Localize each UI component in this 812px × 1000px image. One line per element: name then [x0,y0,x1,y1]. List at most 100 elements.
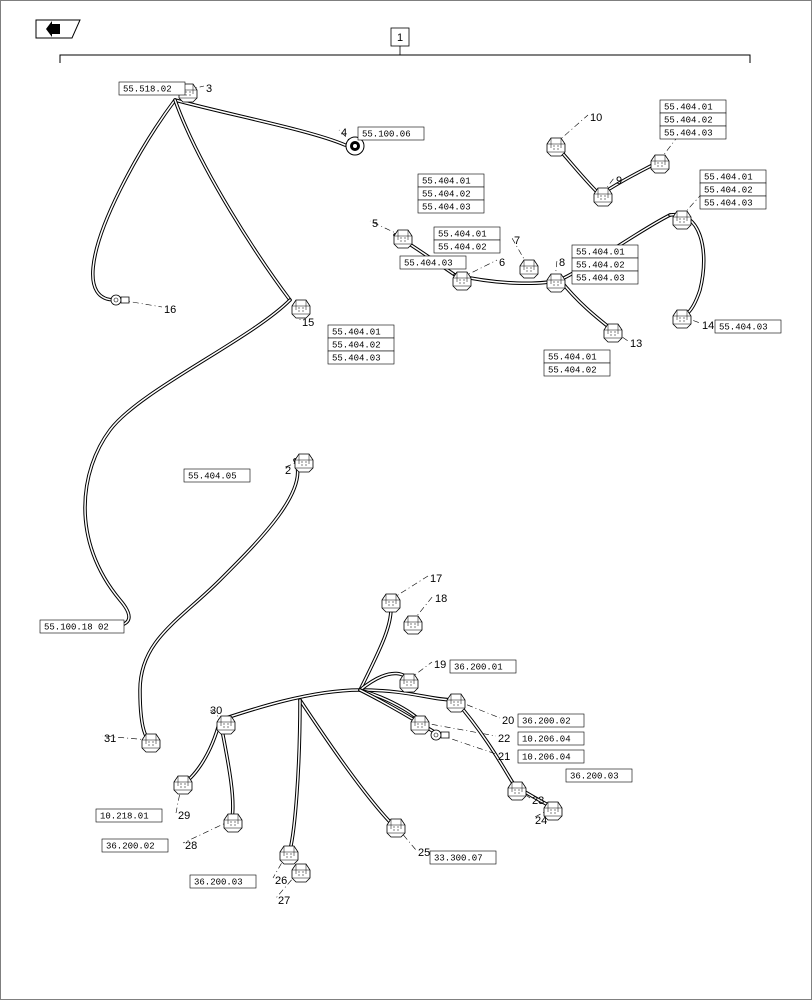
callout-num-10: 10 [590,112,602,124]
ref-label: 55.404.01 [438,230,487,240]
callout-num-27: 27 [278,895,290,907]
callout-num-22: 22 [498,733,510,745]
ref-label: 55.100.06 [362,130,411,140]
ref-group-12: 55.100.18 02 [40,620,124,633]
ref-group-14: 36.200.02 [518,714,584,727]
ref-group-7: 55.404.0155.404.0255.404.03 [700,170,766,209]
ref-label: 55.518.02 [123,85,172,95]
wire-13 [185,720,220,782]
ref-label: 55.404.01 [548,353,597,363]
ref-label: 55.404.01 [664,103,713,113]
ref-label: 55.404.01 [576,248,625,258]
ref-label: 55.404.03 [422,203,471,213]
ref-group-8: 55.404.03 [715,320,781,333]
ref-group-4: 55.404.03 [400,256,466,269]
ref-label: 55.404.03 [576,274,625,284]
ref-group-1: 55.100.06 [358,127,424,140]
wire-17 [360,602,391,690]
ref-label: 36.200.02 [522,717,571,727]
callout-num-23: 23 [532,795,544,807]
callout-num-18: 18 [435,593,447,605]
callout-num-7: 7 [514,235,520,247]
ring-terminal-21 [431,730,449,740]
connector-20 [447,694,465,712]
callout-num-13: 13 [630,338,642,350]
ref-group-2: 55.404.0155.404.0255.404.03 [418,174,484,213]
ref-group-3: 55.404.01 55.404.02 [434,227,500,253]
connector-8 [547,274,565,292]
connector-19 [400,674,418,692]
connector-5 [394,230,412,248]
connector-6 [453,272,471,290]
ref-label: 36.200.03 [194,878,243,888]
ref-label: 55.404.03 [719,323,768,333]
return-icon[interactable] [36,20,80,38]
ref-label: 55.404.05 [188,472,237,482]
ref-group-6: 55.404.01 55.404.02 55.404.03 [660,100,726,139]
callout-num-3: 3 [206,83,212,95]
ref-label: 55.100.18 02 [44,623,109,633]
ref-group-16: 10.206.04 [518,750,584,763]
ref-group-9: 55.404.0155.404.02 [544,350,610,376]
ref-group-21: 10.218.01 [96,809,162,822]
callout-num-20: 20 [502,715,514,727]
callout-num-9: 9 [616,175,622,187]
ref-group-0: 55.518.02 [119,82,185,95]
ref-label: 55.404.01 [704,173,753,183]
ref-group-11: 55.404.05 [184,469,250,482]
connector-31 [142,734,160,752]
ref-label: 36.200.02 [106,842,155,852]
connector-29 [174,776,192,794]
ref-label: 55.404.02 [576,261,625,271]
wire-0 [93,100,175,300]
connector-11 [651,155,669,173]
ref-label: 55.404.02 [704,186,753,196]
callout-num-31: 31 [104,733,116,745]
connector-13 [604,324,622,342]
callout-num-16: 16 [164,304,176,316]
callout-num-6: 6 [499,257,505,269]
connector-15 [292,300,310,318]
connector-30 [217,716,235,734]
callout-num-19: 19 [434,659,446,671]
callout-num-26: 26 [275,875,287,887]
callout-num-14: 14 [702,320,714,332]
connector-22 [411,716,429,734]
connector-18 [404,616,422,634]
callout-num-24: 24 [535,815,547,827]
ref-label: 55.404.02 [664,116,713,126]
ref-label: 55.404.02 [438,243,487,253]
connector-10 [547,138,565,156]
ref-label: 55.404.03 [664,129,713,139]
connector-28 [224,814,242,832]
wire-15 [300,700,390,822]
connector-14 [673,310,691,328]
wire-12 [220,690,455,720]
ref-label: 55.404.03 [404,259,453,269]
wire-11 [140,460,298,740]
connector-27 [292,864,310,882]
ref-group-20: 36.200.02 [102,839,168,852]
connector-26 [280,846,298,864]
ref-label: 10.218.01 [100,812,149,822]
connector-7 [520,260,538,278]
callout-num-30: 30 [210,705,222,717]
wiring-diagram: 1234567891011121314151617181920212223242… [0,0,812,1000]
callout-num-28: 28 [185,840,197,852]
wire-7 [670,215,704,317]
connector-23 [508,782,526,800]
ref-label: 55.404.01 [332,328,381,338]
ref-group-13: 36.200.01 [450,660,516,673]
connector-9 [594,188,612,206]
connector-12 [673,211,691,229]
connector-2 [295,454,313,472]
callout-num-4: 4 [341,127,347,139]
ref-group-10: 55.404.0155.404.0255.404.03 [328,325,394,364]
ring-terminal-16 [111,295,129,305]
ref-label: 10.206.04 [522,735,571,745]
callout-num-25: 25 [418,847,430,859]
ref-group-15: 10.206.04 [518,732,584,745]
callout-num-15: 15 [302,317,314,329]
wire-3 [85,300,290,626]
ref-group-19: 36.200.03 [190,875,256,888]
